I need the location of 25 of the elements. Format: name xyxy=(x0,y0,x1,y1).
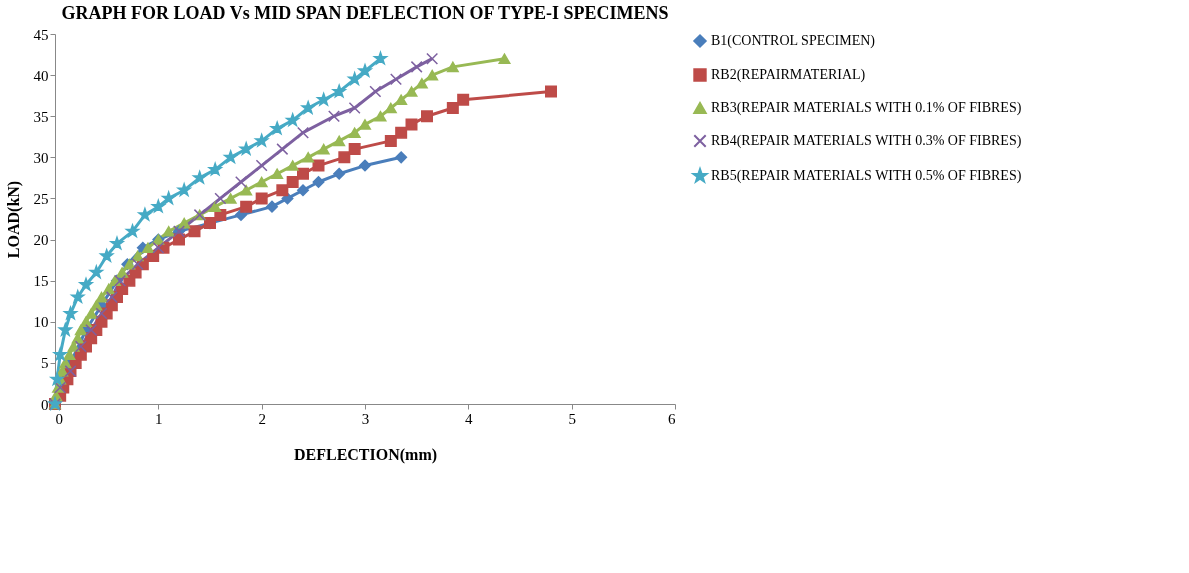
x-tick-label: 3 xyxy=(361,410,370,427)
x-axis-title: DEFLECTION(mm) xyxy=(293,445,438,464)
y-tick-label: 45 xyxy=(33,26,49,43)
y-tick-label: 10 xyxy=(33,314,49,331)
x-tick-label: 0 xyxy=(55,410,63,427)
legend-label: RB2(REPAIRMATERIAL) xyxy=(711,67,866,83)
legend-label: RB5(REPAIR MATERIALS WITH 0.5% OF FIBRES) xyxy=(711,168,1022,184)
x-tick-label: 5 xyxy=(568,410,576,427)
x-tick-label: 6 xyxy=(668,410,676,427)
legend-label: RB3(REPAIR MATERIALS WITH 0.1% OF FIBRES) xyxy=(711,100,1022,116)
legend-label: RB4(REPAIR MATERIALS WITH 0.3% OF FIBRES) xyxy=(711,133,1022,149)
x-tick-label: 2 xyxy=(258,410,266,427)
legend-label: B1(CONTROL SPECIMEN) xyxy=(711,33,876,49)
y-tick-label: 25 xyxy=(33,190,49,207)
y-tick-label: 0 xyxy=(41,396,49,413)
x-tick-label: 1 xyxy=(155,410,163,427)
y-tick-label: 40 xyxy=(33,67,49,84)
y-tick-label: 5 xyxy=(41,355,49,372)
chart-title: GRAPH FOR LOAD Vs MID SPAN DEFLECTION OF TYPE-I SPECIMENS xyxy=(61,3,669,23)
y-tick-label: 30 xyxy=(33,149,49,166)
y-axis-title: LOAD(kN) xyxy=(4,180,23,259)
y-tick-label: 35 xyxy=(33,108,49,125)
x-tick-label: 4 xyxy=(465,410,474,427)
y-tick-label: 20 xyxy=(33,232,49,249)
y-tick-label: 15 xyxy=(33,273,49,290)
